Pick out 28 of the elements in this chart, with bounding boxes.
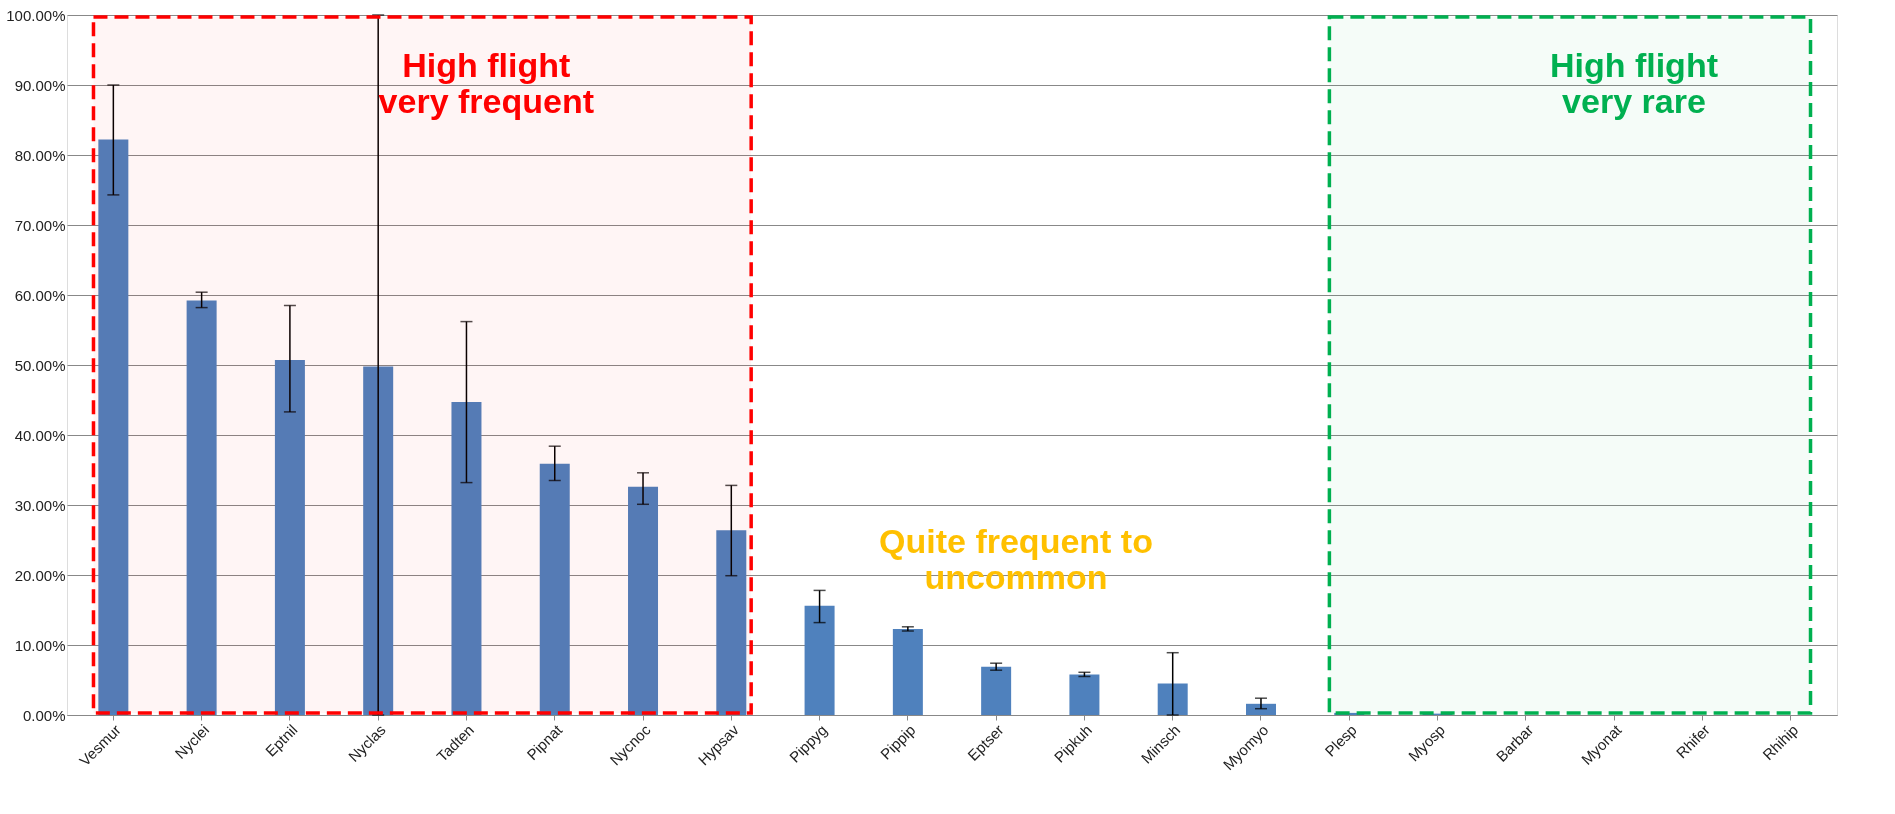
y-tick-label: 100.00%	[6, 6, 66, 24]
bar	[98, 139, 129, 715]
annotation: Quite frequent to uncommon	[879, 522, 1153, 596]
y-tick-label: 50.00%	[14, 356, 66, 374]
y-tick-label: 70.00%	[14, 216, 66, 234]
y-tick-label: 0.00%	[22, 706, 66, 724]
y-tick-label: 60.00%	[14, 286, 66, 304]
y-tick-label: 40.00%	[14, 426, 66, 444]
bar	[628, 486, 659, 715]
y-tick-label: 20.00%	[14, 566, 66, 584]
bar	[1157, 683, 1188, 715]
bar	[451, 402, 482, 715]
bar	[1069, 674, 1100, 715]
y-tick-label: 30.00%	[14, 496, 66, 514]
band-label: High flight very rare	[1549, 46, 1718, 120]
bar	[1334, 712, 1365, 715]
bar	[539, 463, 570, 715]
bar	[363, 366, 394, 715]
y-tick-label: 80.00%	[14, 146, 66, 164]
bar	[892, 628, 923, 715]
bar	[981, 666, 1012, 715]
y-tick-label: 10.00%	[14, 636, 66, 654]
bar	[186, 300, 217, 715]
y-tick-label: 90.00%	[14, 76, 66, 94]
bar	[1245, 703, 1276, 715]
bar	[274, 360, 305, 715]
bar	[716, 530, 747, 715]
bar	[804, 605, 835, 715]
